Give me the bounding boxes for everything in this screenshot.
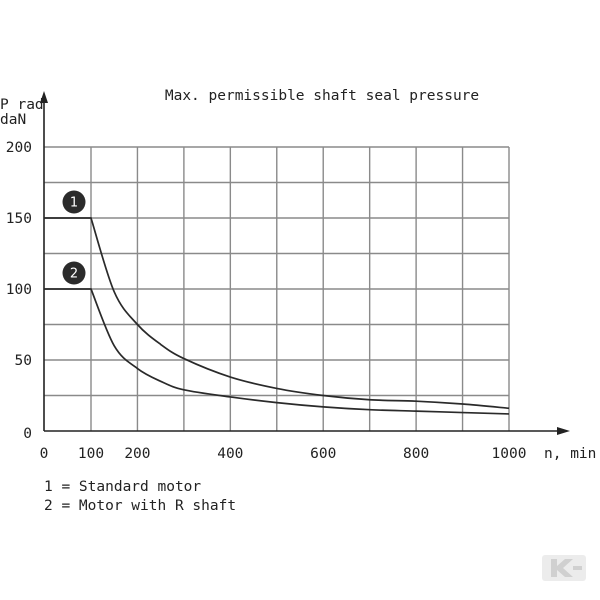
y-axis-arrow <box>40 91 48 103</box>
y-tick-label-0: 0 <box>23 426 32 442</box>
curves <box>44 217 510 415</box>
series-badge-label-2: 2 <box>70 267 78 282</box>
x-tick-label-0: 0 <box>40 446 49 462</box>
x-axis-label: n, min <box>544 446 596 462</box>
x-tick-label-600: 600 <box>310 446 336 462</box>
x-tick-label-1000: 1000 <box>492 446 527 462</box>
y-tick-label-200: 200 <box>6 140 32 156</box>
y-tick-label-100: 100 <box>6 282 32 298</box>
series-badge-1 <box>62 190 86 214</box>
grid-lines <box>44 146 510 431</box>
y-axis-label-line2: daN <box>0 112 26 128</box>
series-badges: 12 <box>62 190 86 285</box>
y-tick-label-50: 50 <box>15 353 32 369</box>
x-axis-arrow <box>557 427 570 435</box>
x-tick-label-400: 400 <box>217 446 243 462</box>
series-line-1 <box>44 217 510 410</box>
tick-labels: 0 100 200 400 600 800 1000 0 50 100 150 200 <box>6 140 527 462</box>
x-tick-label-100: 100 <box>78 446 104 462</box>
series-badge-label-1: 1 <box>70 196 78 211</box>
k-brand-logo-icon <box>542 555 586 586</box>
x-tick-label-200: 200 <box>124 446 150 462</box>
y-axis-label-line1: P rad <box>0 97 44 113</box>
legend-entry-2: 2 = Motor with R shaft <box>44 498 237 514</box>
series-line-2 <box>44 288 510 415</box>
axes <box>40 91 570 435</box>
y-tick-label-150: 150 <box>6 211 32 227</box>
x-tick-label-800: 800 <box>403 446 429 462</box>
chart-title: Max. permissible shaft seal pressure <box>165 88 479 104</box>
series-badge-2 <box>62 261 86 285</box>
legend-entry-1: 1 = Standard motor <box>44 479 202 495</box>
